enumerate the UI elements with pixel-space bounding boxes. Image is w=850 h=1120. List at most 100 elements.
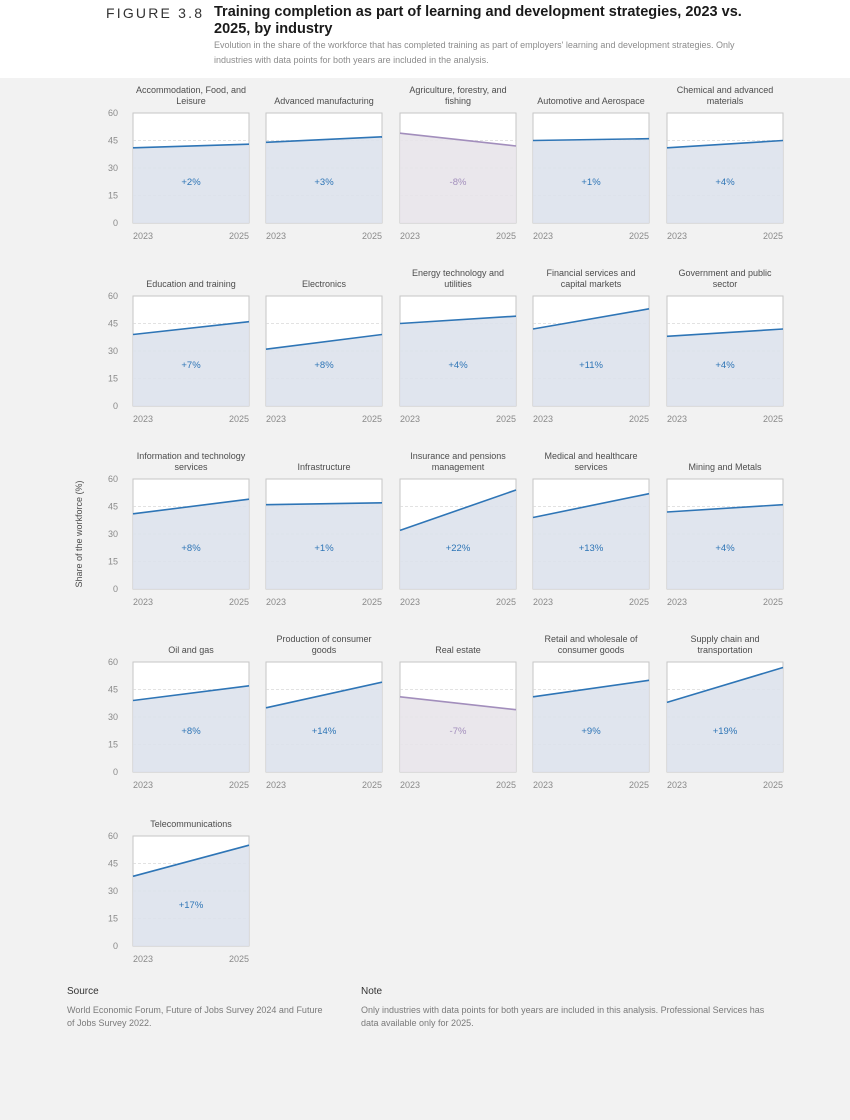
x-tick-label: 2025	[229, 231, 249, 241]
panel-title: Telecommunications	[150, 819, 232, 829]
panel-title: Education and training	[146, 279, 236, 289]
note-text: Only industries with data points for bot…	[361, 1005, 765, 1028]
x-tick-label: 2025	[229, 597, 249, 607]
trend-line	[265, 502, 383, 506]
area-fill	[533, 493, 649, 589]
area-fill	[133, 144, 249, 223]
x-tick-label: 2025	[629, 780, 649, 790]
panel-title: fishing	[445, 96, 471, 106]
panel-title: services	[574, 462, 608, 472]
y-tick-label: 15	[108, 374, 118, 384]
area-fill	[133, 845, 249, 946]
x-tick-label: 2023	[133, 231, 153, 241]
x-tick-label: 2023	[266, 780, 286, 790]
area-fill	[533, 680, 649, 772]
figure-title: Training completion as part of learning …	[214, 4, 742, 37]
area-fill	[667, 504, 783, 589]
change-label: +7%	[181, 360, 201, 371]
chart-panel: +17% Telecommunications 2023 2025 0 15 30 45 60	[108, 819, 250, 964]
x-tick-label: 2023	[133, 954, 153, 964]
change-label: -8%	[450, 177, 467, 188]
panel-title: materials	[707, 96, 744, 106]
x-tick-label: 2023	[400, 597, 420, 607]
x-tick-label: 2025	[362, 597, 382, 607]
panel-title: Automotive and Aerospace	[537, 96, 645, 106]
change-label: +11%	[579, 360, 603, 371]
x-tick-label: 2025	[496, 780, 516, 790]
y-tick-label: 30	[108, 346, 118, 356]
x-tick-label: 2025	[229, 780, 249, 790]
panel-title: Agriculture, forestry, and	[409, 85, 506, 95]
source-block: Source World Economic Forum, Future of J…	[67, 986, 327, 1030]
chart-panel: +8% Electronics 2023 2025	[265, 279, 383, 424]
area-fill	[133, 321, 249, 406]
panel-title: Supply chain and	[690, 634, 759, 644]
x-tick-label: 2023	[400, 780, 420, 790]
x-tick-label: 2023	[133, 597, 153, 607]
trend-line	[666, 503, 784, 513]
figure-subtitle: Evolution in the share of the workforce …	[214, 40, 735, 65]
y-tick-label: 0	[113, 767, 118, 777]
chart-panel: +4% Mining and Metals 2023 2025	[666, 462, 784, 607]
panel-title: consumer goods	[558, 645, 625, 655]
change-label: +9%	[581, 726, 601, 737]
trend-line	[265, 681, 383, 709]
panel-title: sector	[713, 279, 738, 289]
x-tick-label: 2023	[266, 597, 286, 607]
x-tick-label: 2025	[763, 597, 783, 607]
x-tick-label: 2023	[266, 231, 286, 241]
y-tick-label: 30	[108, 529, 118, 539]
panel-title: Electronics	[302, 279, 347, 289]
figure-header: FIGURE 3.8 Training completion as part o…	[0, 0, 850, 78]
trend-line	[532, 308, 650, 330]
area-fill	[667, 140, 783, 223]
y-tick-label: 60	[108, 474, 118, 484]
trend-line	[132, 685, 250, 702]
panel-title: Accommodation, Food, and	[136, 85, 246, 95]
panel-title: Oil and gas	[168, 645, 214, 655]
x-tick-label: 2025	[362, 231, 382, 241]
panel-title: capital markets	[561, 279, 622, 289]
change-label: +22%	[446, 543, 471, 554]
trend-line	[532, 492, 650, 519]
change-label: +14%	[312, 726, 337, 737]
x-tick-label: 2025	[629, 597, 649, 607]
area-fill	[133, 499, 249, 589]
change-label: +2%	[181, 177, 201, 188]
change-label: +3%	[314, 177, 334, 188]
y-tick-label: 60	[108, 657, 118, 667]
x-tick-label: 2025	[229, 954, 249, 964]
x-tick-label: 2025	[763, 414, 783, 424]
change-label: +8%	[314, 360, 334, 371]
x-tick-label: 2025	[763, 780, 783, 790]
area-fill	[400, 133, 516, 223]
chart-panel: +3% Advanced manufacturing 2023 2025	[265, 96, 383, 241]
change-label: +19%	[713, 726, 738, 737]
trend-line	[666, 666, 784, 704]
area-fill	[266, 136, 382, 223]
change-label: +1%	[314, 543, 334, 554]
change-label: +4%	[715, 360, 735, 371]
area-fill	[533, 308, 649, 406]
panel-title: Retail and wholesale of	[544, 634, 638, 644]
y-tick-label: 60	[108, 108, 118, 118]
panel-title: Mining and Metals	[688, 462, 762, 472]
x-tick-label: 2023	[667, 780, 687, 790]
panel-title: Real estate	[435, 645, 481, 655]
trend-line	[265, 136, 383, 144]
trend-line	[399, 696, 517, 711]
area-fill	[266, 334, 382, 406]
change-label: +17%	[179, 900, 204, 911]
x-tick-label: 2023	[667, 597, 687, 607]
panel-title: Medical and healthcare	[544, 451, 637, 461]
trend-line	[132, 143, 250, 149]
x-tick-label: 2025	[629, 414, 649, 424]
